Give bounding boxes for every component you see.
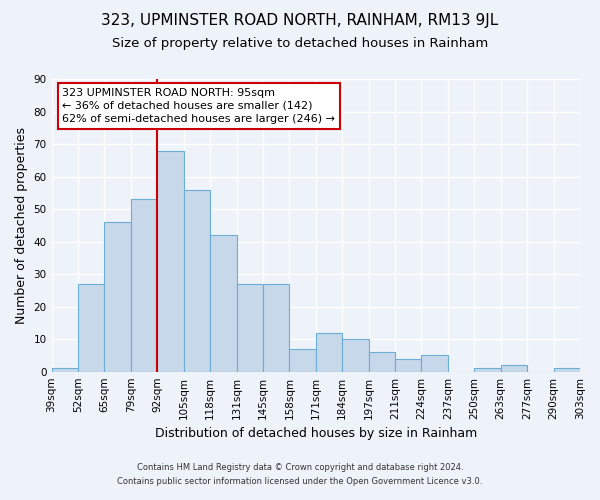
Bar: [368, 352, 395, 372]
X-axis label: Distribution of detached houses by size in Rainham: Distribution of detached houses by size …: [155, 427, 477, 440]
Bar: [395, 358, 421, 372]
Text: Contains public sector information licensed under the Open Government Licence v3: Contains public sector information licen…: [118, 477, 482, 486]
Bar: [475, 368, 501, 372]
Y-axis label: Number of detached properties: Number of detached properties: [15, 127, 28, 324]
Bar: [236, 284, 263, 372]
Text: Contains HM Land Registry data © Crown copyright and database right 2024.: Contains HM Land Registry data © Crown c…: [137, 464, 463, 472]
Text: 323 UPMINSTER ROAD NORTH: 95sqm
← 36% of detached houses are smaller (142)
62% o: 323 UPMINSTER ROAD NORTH: 95sqm ← 36% of…: [62, 88, 335, 124]
Bar: [131, 200, 157, 372]
Bar: [421, 356, 448, 372]
Bar: [342, 339, 368, 372]
Bar: [501, 365, 527, 372]
Bar: [263, 284, 289, 372]
Bar: [289, 349, 316, 372]
Text: 323, UPMINSTER ROAD NORTH, RAINHAM, RM13 9JL: 323, UPMINSTER ROAD NORTH, RAINHAM, RM13…: [101, 12, 499, 28]
Text: Size of property relative to detached houses in Rainham: Size of property relative to detached ho…: [112, 38, 488, 51]
Bar: [210, 235, 236, 372]
Bar: [554, 368, 580, 372]
Bar: [157, 150, 184, 372]
Bar: [184, 190, 210, 372]
Bar: [52, 368, 78, 372]
Bar: [78, 284, 104, 372]
Bar: [316, 332, 342, 372]
Bar: [104, 222, 131, 372]
